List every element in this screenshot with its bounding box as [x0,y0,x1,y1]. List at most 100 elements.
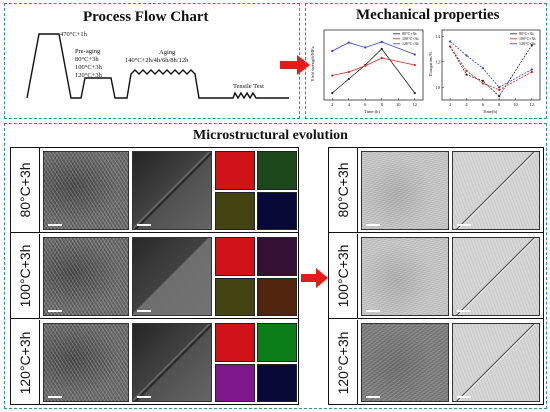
edx-map-tile [215,237,255,276]
stem-image-100c [132,237,212,316]
edx-map-tile [215,363,255,402]
ys-data-point [331,74,334,77]
ys-xtick-label: 8 [381,102,384,107]
el-xtick-label: 8 [498,102,501,107]
ys-data-point [331,91,334,95]
ys-series-line-1 [332,57,415,76]
flow-arrow-bottom-shape [301,268,328,288]
ys-data-point [347,77,350,81]
el-xtick-label: 2 [449,102,451,107]
ys-xtick-label: 6 [364,102,367,107]
aged-row-label-80c: 80°C+3h [329,148,358,232]
ys-series-line-0 [331,48,416,94]
process-temperature-profile [26,33,289,100]
el-ytick-label: 12 [436,59,441,64]
ys-data-point [364,46,367,49]
el-ytick-label: 10 [436,85,441,90]
micro-row-120c: 120°C+3h [11,320,298,405]
ys-legend-label: 80°C+3h [402,31,417,36]
mechanical-properties-panel: Mechanical properties Yield strength/MPa… [305,3,547,119]
stem-image-80c [132,151,212,230]
ys-legend-label: 100°C+3h [402,36,419,41]
edx-maps-100c [215,237,297,316]
ys-xlabel: Time (h) [364,109,380,114]
aged-row-80c: 80°C+3h [329,148,543,233]
el-xtick-label: 12 [530,102,535,107]
aged-row-120c: 120°C+3h [329,320,543,405]
el-data-point [498,95,501,98]
bf-image-120c [361,323,449,402]
el-xtick-label: 10 [513,102,518,107]
el-xtick-label: 4 [465,102,468,107]
aged-row-label-120c: 120°C+3h [329,320,358,405]
edx-map-tile [257,191,297,230]
edx-maps-120c [215,323,297,402]
edx-map-tile [215,323,255,362]
el-ylabel: Elongation/% [428,51,433,76]
row-label-120c: 120°C+3h [11,320,40,405]
el-legend-label: 100°C+3h [519,36,536,41]
edx-map-tile [257,277,297,316]
preaging-micrograph-grid: 80°C+3h 100°C+3h 120°C+3h [10,147,299,405]
process-flow-title: Process Flow Chart [83,9,209,25]
ys-data-point [413,91,416,95]
ys-legend-label: 120°C+3h [402,41,419,46]
ys-data-point [347,70,350,74]
aged-micrograph-grid: 80°C+3h 100°C+3h 120°C+3h [328,147,544,405]
micro-row-100c: 100°C+3h [11,234,298,319]
el-data-point [481,82,484,85]
scale-bar [137,310,151,312]
ys-data-point [347,41,350,44]
ys-ylabel: Yield strength/MPa [310,46,315,81]
gb-image-80c [452,151,540,230]
ys-xtick-label: 12 [413,102,418,107]
el-data-point [498,88,501,91]
preaging-condition-2: 100°C+3h [75,64,102,71]
edx-map-tile [215,151,255,190]
ys-data-point [380,56,383,60]
scale-bar [48,224,62,226]
solution-treatment-label: 470°C+1h [60,31,87,38]
hrtem-image-100c [43,237,129,316]
aging-condition: 140°C+2h/4h/6h/8h/12h [125,57,189,64]
el-data-point [498,86,501,89]
ys-xtick-label: 4 [348,102,351,107]
el-data-point [530,68,533,71]
yield-strength-chart: Yield strength/MPa Time (h) 2 4 6 8 10 12 80°… [310,29,424,114]
scale-bar [366,310,380,312]
el-data-point [449,40,452,43]
microstructural-evolution-title: Microstructural evolution [193,128,348,143]
ys-data-point [380,47,383,50]
edx-map-tile [257,363,297,402]
ys-xtick-label: 2 [331,102,333,107]
bf-image-80c [361,151,449,230]
aging-title: Aging [159,49,176,56]
el-data-point [530,70,533,74]
gb-image-120c [452,323,540,402]
el-data-point [481,67,484,70]
flow-arrow-bottom [301,268,328,288]
microstructural-evolution-panel: Microstructural evolution 80°C+3h 100°C+… [4,123,547,409]
el-legend-label: 120°C+3h [519,41,536,46]
edx-maps-80c [215,151,297,230]
scale-bar [137,396,151,398]
gb-image-100c [452,237,540,316]
el-data-point [530,44,533,47]
el-series-line-1 [449,46,533,91]
hrtem-image-80c [43,151,129,230]
scale-bar [457,396,471,398]
tensile-test-label: Tensile Test [233,83,264,90]
row-label-80c: 80°C+3h [11,148,40,232]
ys-data-point [413,63,416,67]
scale-bar [366,396,380,398]
aged-row-100c: 100°C+3h [329,234,543,319]
el-xtick-label: 6 [482,102,485,107]
el-plot-frame [441,29,541,101]
el-series-line-0 [449,45,533,97]
el-ytick-label: 14 [436,34,441,39]
el-legend-label: 80°C+3h [519,31,534,36]
row-label-100c: 100°C+3h [11,234,40,318]
ys-data-point [364,64,367,67]
el-data-point [465,73,468,76]
flow-arrow-top-shape [280,55,310,75]
